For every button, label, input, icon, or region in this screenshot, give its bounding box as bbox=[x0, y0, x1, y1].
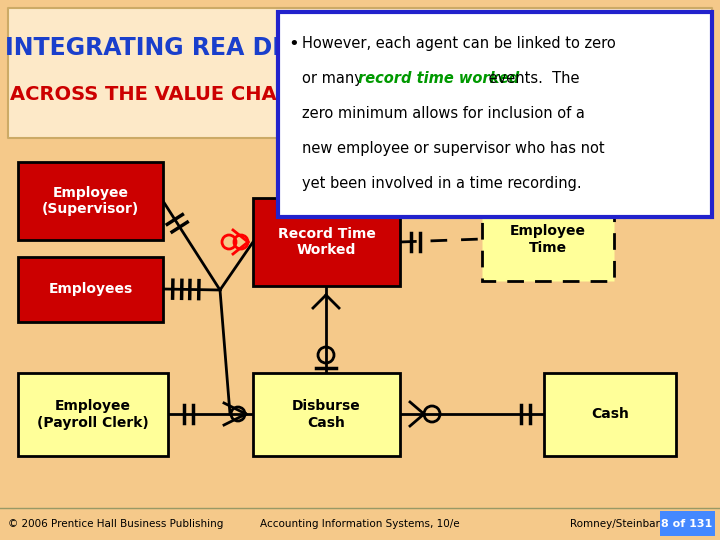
Text: Romney/Steinbart: Romney/Steinbart bbox=[570, 519, 664, 529]
Bar bbox=[253, 373, 400, 456]
Text: Employee
(Payroll Clerk): Employee (Payroll Clerk) bbox=[37, 400, 149, 430]
Text: Accounting Information Systems, 10/e: Accounting Information Systems, 10/e bbox=[260, 519, 460, 529]
Bar bbox=[0, 508, 720, 540]
Text: yet been involved in a time recording.: yet been involved in a time recording. bbox=[302, 176, 582, 191]
Text: 8 of 131: 8 of 131 bbox=[662, 519, 713, 529]
Text: ACROSS THE VALUE CHAIN: ACROSS THE VALUE CHAIN bbox=[10, 85, 300, 105]
Text: INTEGRATING REA DIAGRAMS: INTEGRATING REA DIAGRAMS bbox=[5, 36, 395, 60]
Text: Employee
Time: Employee Time bbox=[510, 225, 586, 254]
Text: Record Time
Worked: Record Time Worked bbox=[278, 227, 375, 257]
Text: new employee or supervisor who has not: new employee or supervisor who has not bbox=[302, 141, 605, 156]
Bar bbox=[8, 8, 712, 138]
Bar bbox=[544, 373, 676, 456]
Text: zero minimum allows for inclusion of a: zero minimum allows for inclusion of a bbox=[302, 106, 585, 121]
Text: © 2006 Prentice Hall Business Publishing: © 2006 Prentice Hall Business Publishing bbox=[8, 519, 223, 529]
Text: Disburse
Cash: Disburse Cash bbox=[292, 400, 361, 430]
Text: Employee
(Supervisor): Employee (Supervisor) bbox=[42, 186, 139, 216]
Text: Cash: Cash bbox=[591, 408, 629, 422]
Text: events.  The: events. The bbox=[484, 71, 580, 86]
Bar bbox=[18, 373, 168, 456]
Bar bbox=[18, 162, 163, 240]
Text: record time worked: record time worked bbox=[358, 71, 519, 86]
Text: However, each agent can be linked to zero: However, each agent can be linked to zer… bbox=[302, 36, 616, 51]
Text: or many: or many bbox=[302, 71, 367, 86]
Bar bbox=[482, 198, 614, 281]
Bar bbox=[18, 257, 163, 322]
Text: Employees: Employees bbox=[48, 282, 132, 296]
Bar bbox=[660, 511, 715, 536]
Bar bbox=[253, 198, 400, 286]
Bar bbox=[278, 12, 712, 217]
Text: •: • bbox=[288, 35, 299, 53]
